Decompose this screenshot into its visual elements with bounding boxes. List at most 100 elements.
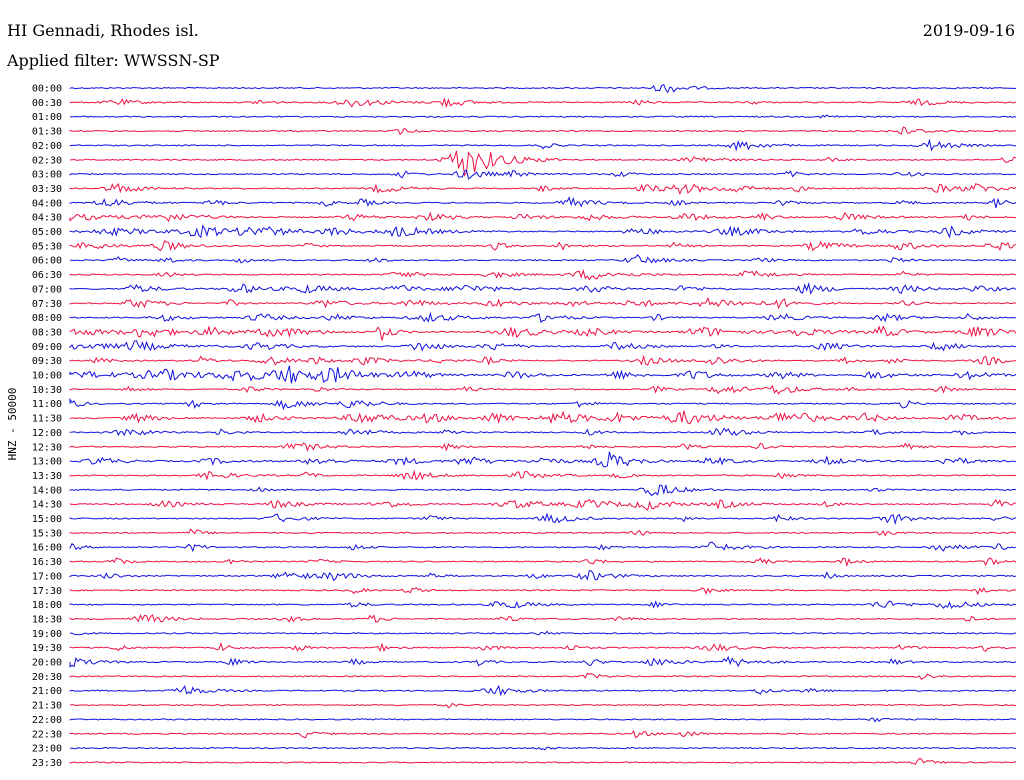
trace-row-2130 <box>69 702 1017 709</box>
time-tick-label: 13:00 <box>32 457 62 468</box>
time-tick-label: 21:00 <box>32 686 62 697</box>
time-tick-label: 01:00 <box>32 112 62 123</box>
time-tick-label: 04:30 <box>32 213 62 224</box>
trace-row-0730 <box>69 296 1017 310</box>
time-tick-label: 21:30 <box>32 701 62 712</box>
time-tick-label: 23:00 <box>32 744 62 755</box>
trace-row-0630 <box>69 268 1017 281</box>
time-tick-label: 22:30 <box>32 729 62 740</box>
trace-row-1030 <box>69 384 1017 395</box>
time-tick-group: 00:00 00:30 01:00 01:30 02:00 02:30 03:00 03:30… <box>32 84 62 769</box>
trace-row-1430 <box>69 498 1017 511</box>
time-tick-label: 18:00 <box>32 600 62 611</box>
time-tick-label: 05:30 <box>32 241 62 252</box>
time-tick-label: 08:30 <box>32 327 62 338</box>
time-tick-label: 23:30 <box>32 758 62 769</box>
trace-row-1400 <box>69 484 1017 497</box>
trace-row-1530 <box>69 528 1017 537</box>
trace-row-0430 <box>69 211 1017 223</box>
trace-row-2330 <box>69 758 1017 765</box>
trace-row-1300 <box>69 451 1017 468</box>
trace-row-0530 <box>69 239 1017 252</box>
time-tick-label: 02:30 <box>32 155 62 166</box>
trace-row-1600 <box>69 541 1017 553</box>
time-tick-label: 15:00 <box>32 514 62 525</box>
time-tick-label: 07:30 <box>32 299 62 310</box>
trace-row-0500 <box>69 224 1017 239</box>
trace-row-0800 <box>69 311 1017 323</box>
time-tick-label: 12:00 <box>32 428 62 439</box>
time-tick-label: 14:00 <box>32 485 62 496</box>
trace-row-0130 <box>69 126 1017 136</box>
trace-row-0600 <box>70 254 1017 264</box>
trace-row-0030 <box>69 97 1017 109</box>
trace-row-2030 <box>69 672 1017 681</box>
time-tick-label: 19:30 <box>32 643 62 654</box>
trace-row-0200 <box>69 138 1017 152</box>
trace-row-1000 <box>69 365 1017 384</box>
time-tick-label: 16:30 <box>32 557 62 568</box>
trace-row-2100 <box>69 684 1017 697</box>
time-tick-label: 10:00 <box>32 371 62 382</box>
time-tick-label: 20:30 <box>32 672 62 683</box>
time-tick-label: 17:00 <box>32 571 62 582</box>
trace-row-0930 <box>69 354 1017 366</box>
trace-row-1230 <box>69 442 1017 452</box>
trace-row-0700 <box>69 281 1017 295</box>
trace-row-1200 <box>69 427 1017 437</box>
trace-row-2300 <box>69 746 1017 751</box>
time-tick-label: 06:30 <box>32 270 62 281</box>
time-tick-label: 19:00 <box>32 629 62 640</box>
trace-row-0400 <box>69 196 1017 209</box>
trace-row-1330 <box>69 469 1017 481</box>
time-tick-label: 11:30 <box>32 414 62 425</box>
trace-row-2000 <box>69 655 1017 668</box>
time-tick-label: 20:00 <box>32 658 62 669</box>
trace-row-1500 <box>69 512 1017 526</box>
time-tick-label: 10:30 <box>32 385 62 396</box>
time-tick-label: 15:30 <box>32 528 62 539</box>
time-tick-label: 00:00 <box>32 84 62 95</box>
time-tick-label: 14:30 <box>32 500 62 511</box>
time-tick-label: 00:30 <box>32 98 62 109</box>
trace-row-1930 <box>69 641 1017 653</box>
trace-row-0830 <box>69 324 1017 341</box>
time-tick-label: 06:00 <box>32 256 62 267</box>
trace-row-1730 <box>69 586 1017 596</box>
trace-group <box>69 84 1017 765</box>
time-tick-label: 03:30 <box>32 184 62 195</box>
time-tick-label: 05:00 <box>32 227 62 238</box>
time-tick-label: 13:30 <box>32 471 62 482</box>
time-tick-label: 09:00 <box>32 342 62 353</box>
time-tick-label: 22:00 <box>32 715 62 726</box>
trace-row-1130 <box>69 410 1017 425</box>
y-axis-label: HNZ - 50000 <box>6 388 19 461</box>
trace-row-0100 <box>69 114 1017 119</box>
trace-row-2200 <box>69 717 1017 723</box>
time-tick-label: 18:30 <box>32 614 62 625</box>
trace-row-0230 <box>69 150 1017 177</box>
time-tick-label: 16:00 <box>32 543 62 554</box>
trace-row-1700 <box>69 570 1017 582</box>
trace-row-1900 <box>69 630 1017 636</box>
trace-row-1800 <box>69 600 1017 610</box>
trace-row-0000 <box>69 84 1017 94</box>
trace-row-1830 <box>69 613 1017 623</box>
trace-row-1100 <box>69 397 1017 411</box>
time-tick-label: 07:00 <box>32 284 62 295</box>
filter-label: Applied filter: WWSSN-SP <box>6 51 220 70</box>
time-tick-label: 17:30 <box>32 586 62 597</box>
trace-row-2230 <box>69 730 1016 739</box>
trace-row-0300 <box>69 169 1017 180</box>
time-tick-label: 12:30 <box>32 442 62 453</box>
trace-row-0330 <box>69 182 1017 196</box>
time-tick-label: 02:00 <box>32 141 62 152</box>
time-tick-label: 03:00 <box>32 170 62 181</box>
trace-row-1630 <box>69 557 1017 568</box>
date-label: 2019-09-16 <box>923 21 1015 40</box>
time-tick-label: 04:00 <box>32 198 62 209</box>
time-tick-label: 08:00 <box>32 313 62 324</box>
time-tick-label: 01:30 <box>32 127 62 138</box>
time-tick-label: 09:30 <box>32 356 62 367</box>
